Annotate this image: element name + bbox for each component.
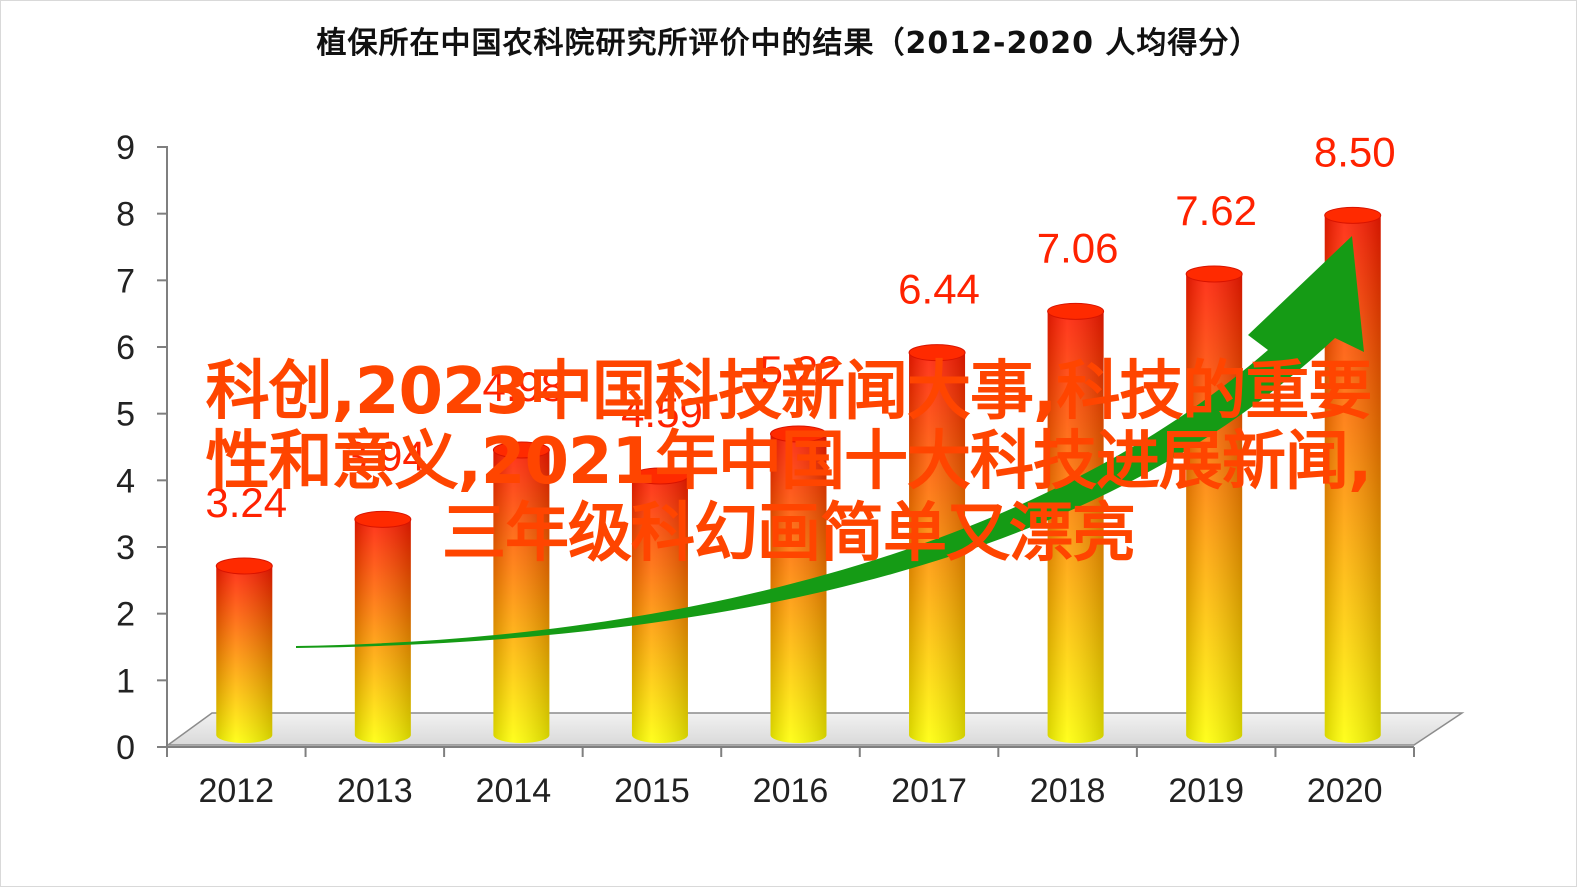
x-tick-label: 2018 <box>1030 772 1106 810</box>
data-label: 8.50 <box>1314 128 1396 175</box>
y-tick-label: 5 <box>116 396 135 434</box>
y-tick-label: 3 <box>116 529 135 567</box>
x-tick-label: 2017 <box>891 772 967 810</box>
data-label: 6.44 <box>898 266 980 313</box>
x-tick-label: 2020 <box>1307 772 1383 810</box>
trend-arrow <box>296 236 1364 648</box>
x-tick-label: 2016 <box>753 772 829 810</box>
y-tick-label: 2 <box>116 596 135 634</box>
y-tick-label: 6 <box>116 329 135 367</box>
x-tick-label: 2019 <box>1168 772 1244 810</box>
overlay-text-line-2: 性和意义,2021年中国十大科技进展新闻, <box>205 425 1373 499</box>
y-tick-label: 9 <box>116 129 135 167</box>
data-label: 5.22 <box>760 347 842 394</box>
data-label: 3.24 <box>205 479 287 526</box>
data-label: 7.62 <box>1175 187 1257 234</box>
bar <box>354 510 412 743</box>
data-label: 7.06 <box>1037 224 1119 271</box>
y-tick-label: 4 <box>116 462 135 500</box>
y-tick-label: 0 <box>116 729 135 767</box>
bar <box>631 467 689 743</box>
data-label: 3.94 <box>344 432 426 479</box>
overlay-text-line-1: 科创,2023中国科技新闻大事,科技的重要 <box>205 355 1373 429</box>
chart-title: 植保所在中国农科院研究所评价中的结果（2012-2020 人均得分） <box>316 26 1261 61</box>
bar <box>1047 302 1105 743</box>
bar <box>1324 206 1382 744</box>
data-label: 4.59 <box>621 389 703 436</box>
x-tick-label: 2014 <box>476 772 552 810</box>
y-tick-label: 7 <box>116 262 135 300</box>
y-tick-label: 1 <box>116 662 135 700</box>
bar <box>215 557 273 743</box>
x-tick-label: 2015 <box>614 772 690 810</box>
bar <box>492 441 550 743</box>
x-tick-label: 2013 <box>337 772 413 810</box>
overlay-text-line-3: 三年级科幻画简单又漂亮 <box>442 497 1136 571</box>
x-tick-label: 2012 <box>198 772 274 810</box>
y-tick-label: 8 <box>116 196 135 234</box>
data-label: 4.98 <box>483 363 565 410</box>
